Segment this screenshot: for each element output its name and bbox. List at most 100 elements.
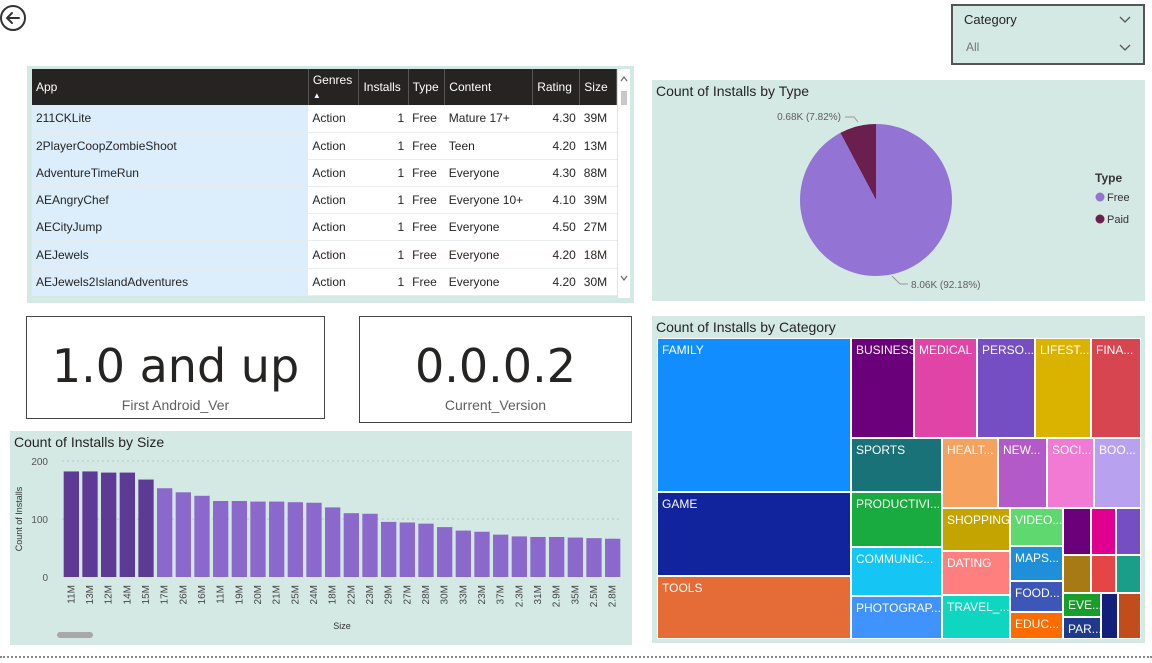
column-header-installs[interactable]: Installs bbox=[358, 69, 409, 105]
treemap-tile[interactable]: HEALT... bbox=[942, 438, 998, 508]
column-header-size[interactable]: Size bbox=[579, 69, 617, 105]
treemap-tile[interactable] bbox=[1063, 555, 1091, 593]
bar bbox=[530, 536, 546, 577]
treemap-tile[interactable]: DATING bbox=[942, 551, 1010, 595]
slicer-title: Category bbox=[964, 12, 1017, 27]
treemap-tile[interactable] bbox=[1063, 508, 1091, 555]
x-tick-label: 21M bbox=[272, 585, 283, 604]
x-tick-label: 12M bbox=[104, 585, 115, 604]
column-header-content[interactable]: Content bbox=[444, 69, 534, 105]
table-cell: Mature 17+ bbox=[444, 105, 533, 133]
treemap-tile[interactable] bbox=[1091, 508, 1116, 555]
bar bbox=[343, 513, 359, 577]
table-cell: 1 bbox=[358, 213, 409, 242]
treemap-tile[interactable]: EVE... bbox=[1063, 593, 1101, 617]
column-header-app[interactable]: App bbox=[32, 69, 309, 105]
treemap-tile[interactable]: COMMUNIC... bbox=[851, 547, 942, 596]
category-slicer[interactable]: Category All bbox=[951, 4, 1145, 65]
treemap-tile[interactable]: FINA... bbox=[1091, 338, 1141, 438]
table-cell: 39M bbox=[579, 105, 617, 133]
x-tick-label: 13M bbox=[85, 585, 96, 604]
table-row[interactable]: AECityJump Action 1 Free Everyone 4.50 27M bbox=[32, 213, 617, 242]
table-cell: Everyone bbox=[444, 213, 533, 242]
bar bbox=[250, 501, 266, 577]
treemap-tile[interactable]: MEDICAL bbox=[914, 338, 977, 438]
treemap-tile[interactable]: LIFEST... bbox=[1035, 338, 1091, 438]
column-header-genres[interactable]: Genres ▲ bbox=[308, 69, 360, 105]
x-tick-label: 26M bbox=[178, 585, 189, 604]
treemap-tile[interactable] bbox=[1116, 508, 1141, 555]
column-header-rating[interactable]: Rating bbox=[532, 69, 581, 105]
x-tick-label: 11M bbox=[216, 585, 227, 604]
bar bbox=[101, 472, 117, 577]
table-cell: 88M bbox=[579, 159, 617, 188]
chart-title: Count of Installs by Category bbox=[656, 319, 836, 335]
scroll-down-icon bbox=[620, 275, 628, 281]
table-cell: Free bbox=[408, 105, 445, 133]
installs-by-size-panel: Count of Installs by Size 0 100 200 11M 13M 1… bbox=[10, 431, 632, 645]
treemap-tile[interactable]: GAME bbox=[657, 492, 851, 576]
treemap-tile[interactable]: SPORTS bbox=[851, 438, 942, 492]
treemap-tile[interactable]: SHOPPING bbox=[942, 508, 1010, 551]
table-scrollbar[interactable] bbox=[618, 69, 630, 298]
x-tick-label: 14M bbox=[122, 585, 133, 604]
table-cell: AECityJump bbox=[32, 213, 309, 242]
legend-item: Paid bbox=[1107, 214, 1129, 226]
treemap-tile[interactable]: PRODUCTIVI... bbox=[851, 492, 942, 547]
treemap-tile[interactable]: TOOLS bbox=[657, 576, 851, 639]
treemap-tile[interactable]: SOCI... bbox=[1047, 438, 1094, 508]
treemap-tile[interactable]: MAPS... bbox=[1010, 546, 1063, 581]
column-header-type[interactable]: Type bbox=[408, 69, 446, 105]
bar bbox=[306, 502, 322, 577]
table-cell: Everyone bbox=[444, 159, 533, 188]
card-label: First Android_Ver bbox=[121, 397, 230, 413]
treemap-tile[interactable]: FAMILY bbox=[657, 338, 851, 492]
treemap-tile[interactable]: EDUC... bbox=[1010, 612, 1063, 639]
table-row[interactable]: 2PlayerCoopZombieShoot Action 1 Free Teen 4.2… bbox=[32, 132, 617, 160]
table-cell: 4.30 bbox=[532, 105, 580, 133]
treemap-tile[interactable] bbox=[1118, 593, 1141, 639]
treemap-tile[interactable]: BOO... bbox=[1094, 438, 1141, 508]
table-row[interactable]: 211CKLite Action 1 Free Mature 17+ 4.30 39M bbox=[32, 105, 617, 133]
back-button[interactable] bbox=[0, 4, 28, 32]
x-tick-label: 30M bbox=[440, 585, 451, 604]
treemap-tile[interactable]: VIDEO... bbox=[1010, 508, 1063, 546]
treemap-tile[interactable]: PAR... bbox=[1063, 617, 1101, 639]
x-tick-label: 22M bbox=[346, 585, 357, 604]
bar bbox=[63, 471, 79, 577]
table-row[interactable]: AdventureTimeRun Action 1 Free Everyone 4.30 8… bbox=[32, 159, 617, 188]
bar bbox=[511, 536, 527, 577]
treemap-tile[interactable]: TRAVEL_... bbox=[942, 595, 1010, 639]
data-label: 8.06K (92.18%) bbox=[911, 280, 981, 291]
bar bbox=[287, 502, 303, 577]
table-header-row: App Genres ▲ Installs Type Content Rating… bbox=[32, 69, 617, 105]
x-tick-label: 35M bbox=[570, 585, 581, 604]
table-cell: AEJewels2IslandAdventures bbox=[32, 268, 309, 296]
treemap-tile[interactable]: NEW... bbox=[998, 438, 1047, 508]
table-row[interactable]: AEAngryChef Action 1 Free Everyone 10+ 4.10 39… bbox=[32, 186, 617, 215]
legend-marker bbox=[1095, 214, 1105, 224]
slicer-value[interactable]: All bbox=[966, 40, 980, 54]
treemap-tile[interactable]: FOOD... bbox=[1010, 581, 1063, 612]
table-row[interactable]: AEJewels2IslandAdventures Action 1 Free Ever… bbox=[32, 268, 617, 296]
chevron-down-icon[interactable] bbox=[1119, 42, 1131, 52]
x-tick-label: 23M bbox=[365, 585, 376, 604]
table-row[interactable]: AEJewels Action 1 Free Everyone 4.20 18M bbox=[32, 240, 617, 269]
treemap-tile[interactable] bbox=[1091, 555, 1116, 593]
table-cell: Free bbox=[408, 186, 445, 215]
legend-item: Free bbox=[1107, 192, 1130, 204]
bar bbox=[567, 537, 583, 577]
chevron-down-icon[interactable] bbox=[1119, 14, 1131, 24]
treemap-tile[interactable]: PERSO... bbox=[977, 338, 1035, 438]
table-cell: 4.20 bbox=[532, 132, 580, 160]
treemap-tile[interactable]: PHOTOGRAP... bbox=[851, 596, 942, 639]
treemap-tile[interactable] bbox=[1101, 593, 1118, 639]
horizontal-scrollbar-thumb bbox=[57, 632, 93, 638]
table-cell: 4.20 bbox=[532, 268, 580, 296]
legend-title: Type bbox=[1095, 171, 1122, 185]
treemap-tile[interactable]: BUSINESS bbox=[851, 338, 914, 438]
treemap-tile[interactable] bbox=[1116, 555, 1141, 593]
x-tick-label: 2.8M bbox=[608, 585, 619, 607]
callout-line bbox=[845, 116, 859, 123]
bar bbox=[175, 492, 191, 577]
